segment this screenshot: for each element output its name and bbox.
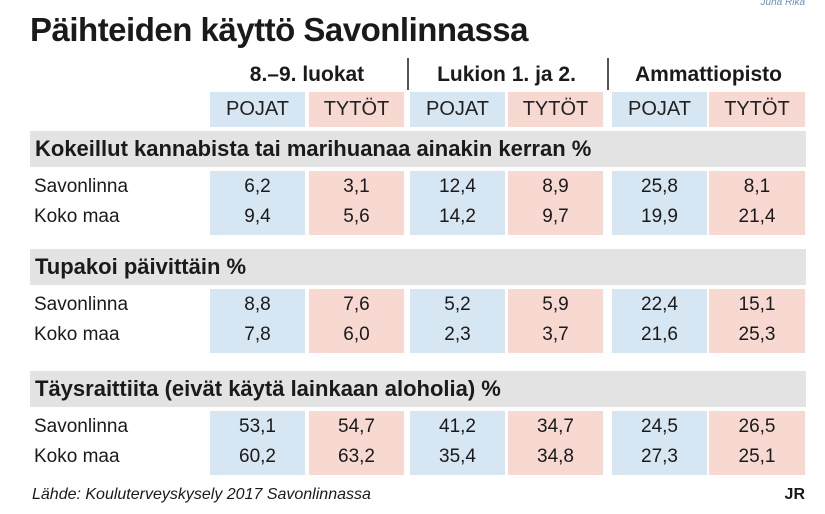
table-cell: 8,1: [743, 176, 771, 197]
cell-background: [210, 171, 305, 235]
column-header: POJAT: [612, 92, 707, 127]
group-separator: [407, 58, 409, 90]
table-cell: 19,9: [641, 206, 678, 227]
chart-title: Päihteiden käyttö Savonlinnassa: [30, 11, 529, 48]
cell-background: [709, 171, 805, 235]
photo-credit: Juha Rika: [760, 0, 805, 8]
cell-background: [709, 289, 805, 353]
table-cell: 5,2: [444, 294, 471, 315]
table-cell: 53,1: [239, 416, 276, 437]
row-label: Koko maa: [34, 206, 120, 227]
table-cell: 60,2: [239, 446, 276, 467]
table-cell: 6,2: [244, 176, 271, 197]
section-title: Tupakoi päivittäin %: [30, 249, 806, 285]
author-initials: JR: [784, 486, 805, 503]
table-cell: 34,7: [537, 416, 574, 437]
cell-background: [612, 411, 707, 475]
row-label: Savonlinna: [34, 416, 129, 437]
table-cell: 35,4: [439, 446, 476, 467]
table-cell: 9,4: [244, 206, 271, 227]
source-note: Lähde: Kouluterveyskysely 2017 Savonlinn…: [32, 486, 371, 503]
table-cell: 2,3: [444, 324, 471, 345]
column-header: TYTÖT: [508, 92, 603, 127]
table-cell: 14,2: [439, 206, 476, 227]
table-cell: 41,2: [439, 416, 476, 437]
cell-background: [709, 411, 805, 475]
row-label: Savonlinna: [34, 176, 129, 197]
table-cell: 8,9: [542, 176, 569, 197]
cell-background: [309, 289, 404, 353]
table-cell: 25,1: [738, 446, 776, 467]
table-cell: 3,1: [343, 176, 370, 197]
cell-background: [612, 171, 707, 235]
section-title: Kokeillut kannabista tai marihuanaa aina…: [30, 131, 806, 167]
table-cell: 12,4: [439, 176, 476, 197]
cell-background: [508, 289, 603, 353]
cell-background: [410, 171, 505, 235]
table-cell: 25,8: [641, 176, 678, 197]
cell-background: [210, 289, 305, 353]
table-cell: 24,5: [641, 416, 678, 437]
column-header: TYTÖT: [309, 92, 404, 127]
table-cell: 9,7: [542, 206, 569, 227]
cell-background: [309, 411, 404, 475]
table-cell: 26,5: [738, 416, 776, 437]
cell-background: [612, 289, 707, 353]
table-cell: 15,1: [738, 294, 776, 315]
group-header: Ammattiopisto: [635, 63, 782, 86]
table-cell: 21,4: [738, 206, 776, 227]
cell-background: [210, 411, 305, 475]
cell-background: [508, 411, 603, 475]
group-separator: [607, 58, 609, 90]
cell-background: [508, 171, 603, 235]
column-header: POJAT: [210, 92, 305, 127]
column-header: TYTÖT: [709, 92, 805, 127]
table-cell: 34,8: [537, 446, 574, 467]
group-header: 8.–9. luokat: [249, 63, 365, 86]
cell-background: [309, 171, 404, 235]
cell-background: [410, 411, 505, 475]
section-title: Täysraittiita (eivät käytä lainkaan aloh…: [30, 371, 806, 407]
table-cell: 54,7: [338, 416, 375, 437]
table-cell: 7,6: [343, 294, 370, 315]
table-cell: 7,8: [244, 324, 271, 345]
table-cell: 6,0: [343, 324, 370, 345]
row-label: Koko maa: [34, 446, 120, 467]
row-label: Koko maa: [34, 324, 120, 345]
table-cell: 3,7: [542, 324, 569, 345]
table-cell: 25,3: [738, 324, 776, 345]
table-cell: 27,3: [641, 446, 678, 467]
table-cell: 5,6: [343, 206, 370, 227]
table-cell: 8,8: [244, 294, 271, 315]
column-header: POJAT: [410, 92, 505, 127]
table-cell: 63,2: [338, 446, 375, 467]
table-cell: 21,6: [641, 324, 678, 345]
group-header: Lukion 1. ja 2.: [437, 63, 576, 86]
table-cell: 22,4: [641, 294, 678, 315]
cell-background: [410, 289, 505, 353]
table-cell: 5,9: [542, 294, 569, 315]
row-label: Savonlinna: [34, 294, 129, 315]
